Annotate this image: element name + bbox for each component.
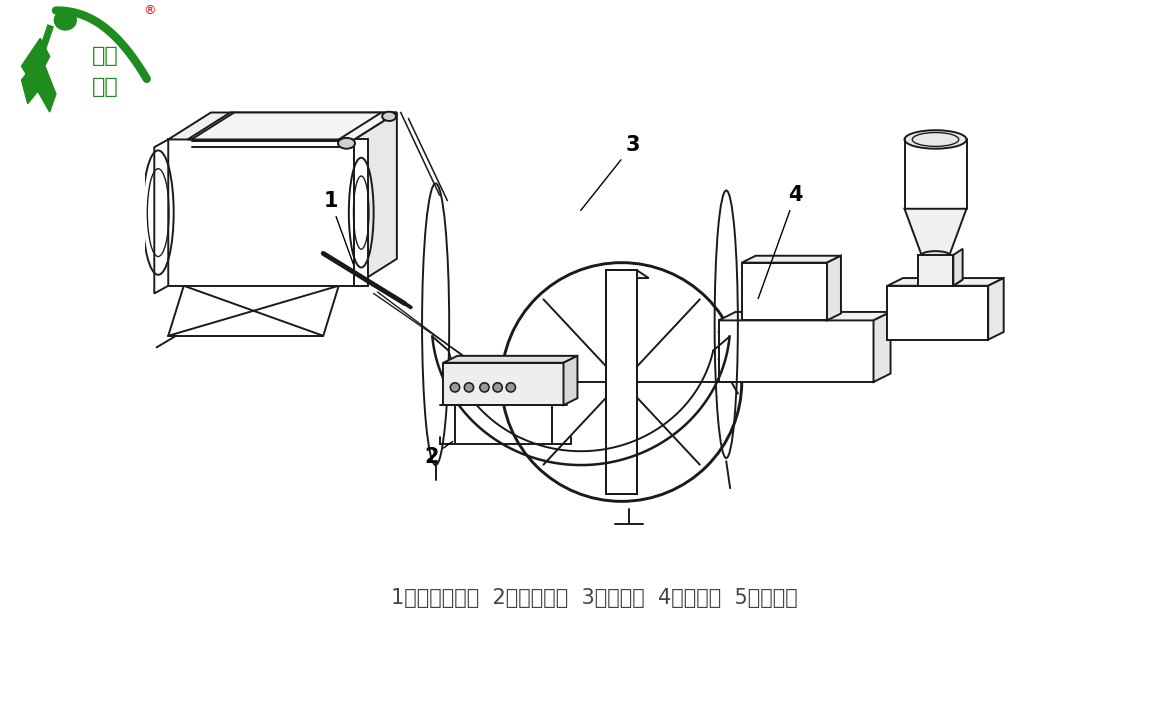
Polygon shape bbox=[741, 262, 827, 320]
Circle shape bbox=[506, 383, 515, 392]
Circle shape bbox=[493, 383, 502, 392]
Polygon shape bbox=[873, 312, 891, 382]
Polygon shape bbox=[741, 256, 841, 262]
Ellipse shape bbox=[905, 130, 966, 149]
Polygon shape bbox=[21, 39, 50, 87]
Polygon shape bbox=[37, 66, 56, 112]
Polygon shape bbox=[887, 278, 1003, 286]
Polygon shape bbox=[354, 140, 368, 286]
Polygon shape bbox=[154, 140, 168, 294]
Polygon shape bbox=[168, 113, 397, 140]
Text: ®: ® bbox=[144, 4, 157, 17]
Polygon shape bbox=[564, 356, 578, 405]
Polygon shape bbox=[21, 56, 43, 103]
Polygon shape bbox=[443, 356, 578, 363]
Text: 1、静电驻极棒  2、高压电源  3、接收辊  4、熔喷头  5、收卷辊: 1、静电驻极棒 2、高压电源 3、接收辊 4、熔喷头 5、收卷辊 bbox=[391, 588, 798, 607]
Text: 1: 1 bbox=[324, 191, 354, 264]
Ellipse shape bbox=[382, 112, 396, 121]
Polygon shape bbox=[168, 140, 354, 286]
Ellipse shape bbox=[921, 251, 949, 259]
Circle shape bbox=[464, 383, 473, 392]
Circle shape bbox=[450, 383, 459, 392]
Text: 正大: 正大 bbox=[92, 77, 118, 97]
Text: 4: 4 bbox=[759, 185, 803, 299]
Ellipse shape bbox=[338, 138, 355, 149]
Text: 凯迪: 凯迪 bbox=[92, 46, 118, 66]
Polygon shape bbox=[919, 255, 954, 286]
Circle shape bbox=[480, 383, 490, 392]
Polygon shape bbox=[188, 113, 397, 140]
Polygon shape bbox=[905, 209, 966, 255]
Polygon shape bbox=[954, 249, 963, 286]
Text: 2: 2 bbox=[425, 441, 452, 467]
Polygon shape bbox=[827, 256, 841, 320]
Polygon shape bbox=[718, 320, 873, 382]
Polygon shape bbox=[988, 278, 1003, 339]
Polygon shape bbox=[919, 279, 963, 286]
Polygon shape bbox=[607, 270, 637, 493]
Polygon shape bbox=[354, 113, 397, 286]
Text: 3: 3 bbox=[581, 135, 640, 210]
Polygon shape bbox=[887, 286, 988, 339]
Polygon shape bbox=[718, 312, 891, 320]
Polygon shape bbox=[607, 270, 648, 278]
Polygon shape bbox=[443, 363, 564, 405]
Circle shape bbox=[55, 11, 77, 30]
